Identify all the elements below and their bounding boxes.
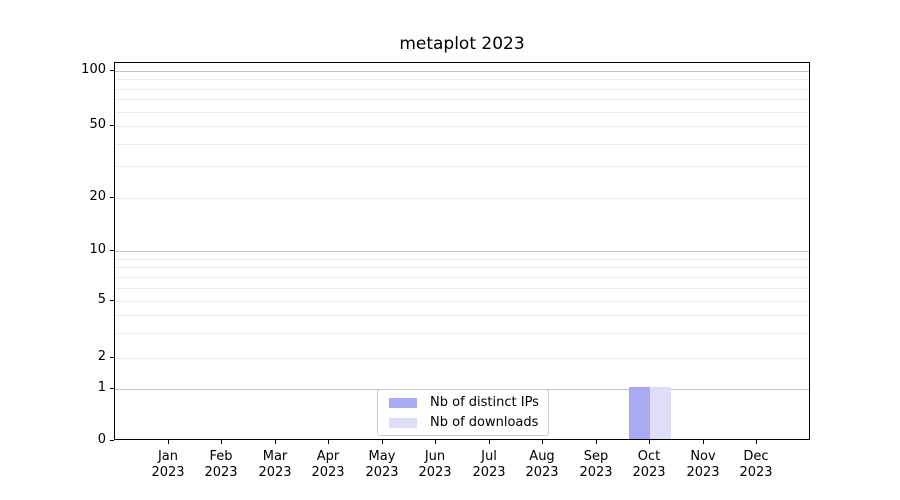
x-tick-label: Jul 2023 [457, 449, 521, 481]
x-tick-year: 2023 [151, 465, 185, 480]
y-tick-mark [110, 440, 114, 441]
y-tick-mark [110, 250, 114, 251]
gridline-minor [115, 333, 809, 334]
x-tick-label: Dec 2023 [724, 449, 788, 481]
y-tick-label: 100 [81, 62, 106, 77]
x-tick-label: Oct 2023 [617, 449, 681, 481]
gridline-major [115, 71, 809, 72]
legend-swatch-distinct-ips-icon [389, 397, 417, 408]
gridline-minor [115, 288, 809, 289]
y-tick-mark [110, 197, 114, 198]
x-tick-label: May 2023 [350, 449, 414, 481]
x-tick-month: Sep [583, 449, 609, 464]
legend: Nb of distinct IPs Nb of downloads [377, 389, 549, 436]
x-tick-month: Oct [637, 449, 661, 464]
x-tick-label: Jan 2023 [136, 449, 200, 481]
y-tick-label: 2 [97, 349, 106, 364]
legend-item-distinct-ips: Nb of distinct IPs [389, 395, 539, 410]
x-tick-label: Apr 2023 [296, 449, 360, 481]
x-tick-year: 2023 [632, 465, 666, 480]
x-tick-year: 2023 [418, 465, 452, 480]
y-tick-label: 5 [97, 292, 106, 307]
y-tick-mark [110, 300, 114, 301]
gridline-minor [115, 267, 809, 268]
x-tick-label: Nov 2023 [671, 449, 735, 481]
x-tick-mark [221, 440, 222, 444]
legend-label-distinct-ips: Nb of distinct IPs [430, 395, 539, 410]
x-tick-mark [328, 440, 329, 444]
x-tick-mark [168, 440, 169, 444]
x-tick-year: 2023 [204, 465, 238, 480]
bar-downloads [650, 387, 671, 439]
x-tick-month: Jun [424, 449, 446, 464]
gridline-minor [115, 166, 809, 167]
gridline-minor [115, 79, 809, 80]
x-tick-month: Aug [529, 449, 555, 464]
x-tick-mark [275, 440, 276, 444]
legend-label-downloads: Nb of downloads [430, 415, 539, 430]
y-tick-label: 20 [89, 189, 106, 204]
x-tick-year: 2023 [686, 465, 720, 480]
gridline-minor [115, 259, 809, 260]
x-tick-month: Apr [316, 449, 340, 464]
x-tick-year: 2023 [525, 465, 559, 480]
y-tick-mark [110, 70, 114, 71]
bar-distinct-ips [629, 387, 650, 439]
gridline-labeled-minor [115, 198, 809, 199]
gridline-labeled-minor [115, 358, 809, 359]
x-tick-month: Nov [690, 449, 716, 464]
x-tick-month: Jan [157, 449, 179, 464]
x-tick-mark [596, 440, 597, 444]
x-tick-label: Feb 2023 [189, 449, 253, 481]
y-tick-label: 1 [97, 380, 106, 395]
y-tick-mark [110, 357, 114, 358]
x-tick-month: May [368, 449, 396, 464]
gridline-minor [115, 315, 809, 316]
x-tick-label: Sep 2023 [564, 449, 628, 481]
x-tick-label: Jun 2023 [403, 449, 467, 481]
x-tick-mark [703, 440, 704, 444]
y-tick-label: 50 [89, 117, 106, 132]
x-tick-mark [756, 440, 757, 444]
x-tick-mark [382, 440, 383, 444]
x-tick-mark [649, 440, 650, 444]
x-tick-mark [435, 440, 436, 444]
legend-swatch-downloads-icon [389, 417, 417, 428]
gridline-minor [115, 112, 809, 113]
x-tick-year: 2023 [739, 465, 773, 480]
x-tick-month: Jul [481, 449, 497, 464]
gridline-labeled-minor [115, 301, 809, 302]
gridline-minor [115, 144, 809, 145]
y-tick-label: 10 [89, 242, 106, 257]
x-tick-label: Mar 2023 [243, 449, 307, 481]
x-tick-mark [489, 440, 490, 444]
y-tick-label: 0 [97, 432, 106, 447]
chart-title: metaplot 2023 [399, 34, 525, 54]
x-tick-month: Dec [743, 449, 769, 464]
x-tick-year: 2023 [472, 465, 506, 480]
plot-area [114, 62, 810, 440]
x-tick-year: 2023 [579, 465, 613, 480]
x-tick-mark [542, 440, 543, 444]
x-tick-year: 2023 [311, 465, 345, 480]
y-tick-mark [110, 125, 114, 126]
gridline-major [115, 251, 809, 252]
gridline-minor [115, 277, 809, 278]
x-tick-label: Aug 2023 [510, 449, 574, 481]
legend-item-downloads: Nb of downloads [389, 415, 539, 430]
gridline-minor [115, 89, 809, 90]
y-tick-mark [110, 388, 114, 389]
gridline-labeled-minor [115, 126, 809, 127]
gridline-minor [115, 99, 809, 100]
x-tick-year: 2023 [258, 465, 292, 480]
x-tick-month: Feb [209, 449, 233, 464]
x-tick-year: 2023 [365, 465, 399, 480]
x-tick-month: Mar [262, 449, 288, 464]
